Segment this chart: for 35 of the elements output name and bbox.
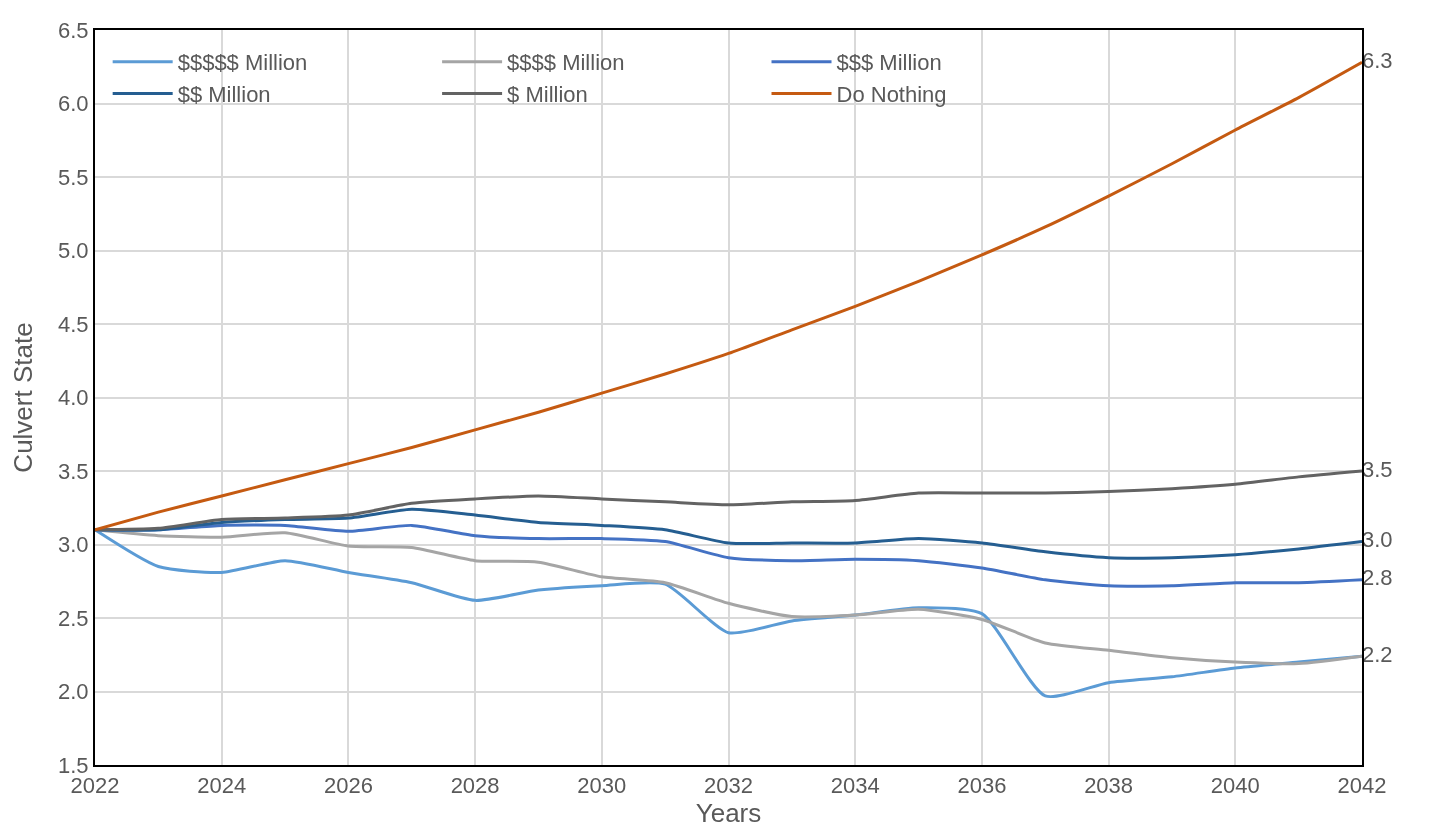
x-tick-label: 2028 [450,773,500,799]
y-tick-label: 6.0 [58,91,89,117]
y-tick-label: 5.5 [58,164,89,190]
y-tick-label: 4.5 [58,311,89,337]
line-series [95,469,1362,532]
data-label: 2.8 [1362,565,1393,591]
x-axis-title: Years [695,798,762,829]
x-tick-label: 2038 [1084,773,1134,799]
x-tick-label: 2026 [323,773,373,799]
y-tick-label: 2.0 [58,679,89,705]
y-axis-title: Culvert State [8,322,38,473]
x-tick-label: 2042 [1337,773,1387,799]
y-tick-label: 5.0 [58,238,89,264]
y-tick-label: 3.0 [58,532,89,558]
data-label: 6.3 [1362,47,1393,73]
legend-label: $$$$$ Million [177,50,308,76]
y-tick-label: 6.5 [58,17,89,43]
legend-label: Do Nothing [836,82,947,108]
y-tick-label: 4.0 [58,385,89,411]
legend-label: $ Million [507,82,588,108]
y-tick-label: 2.5 [58,605,89,631]
x-tick-label: 2030 [577,773,627,799]
x-tick-label: 2034 [830,773,880,799]
x-tick-label: 2040 [1210,773,1260,799]
legend-label: $$$$ Million [507,50,625,76]
x-tick-label: 2032 [704,773,753,799]
line-series [95,528,1362,666]
legend-label: $$$ Million [836,50,942,76]
x-tick-label: 2024 [197,773,247,799]
data-label: 2.2 [1362,641,1393,667]
data-label: 3.0 [1362,527,1393,553]
data-label: 3.5 [1362,456,1393,482]
y-tick-label: 3.5 [58,458,89,484]
x-tick-label: 2036 [957,773,1007,799]
legend-label: $$ Million [177,82,271,108]
